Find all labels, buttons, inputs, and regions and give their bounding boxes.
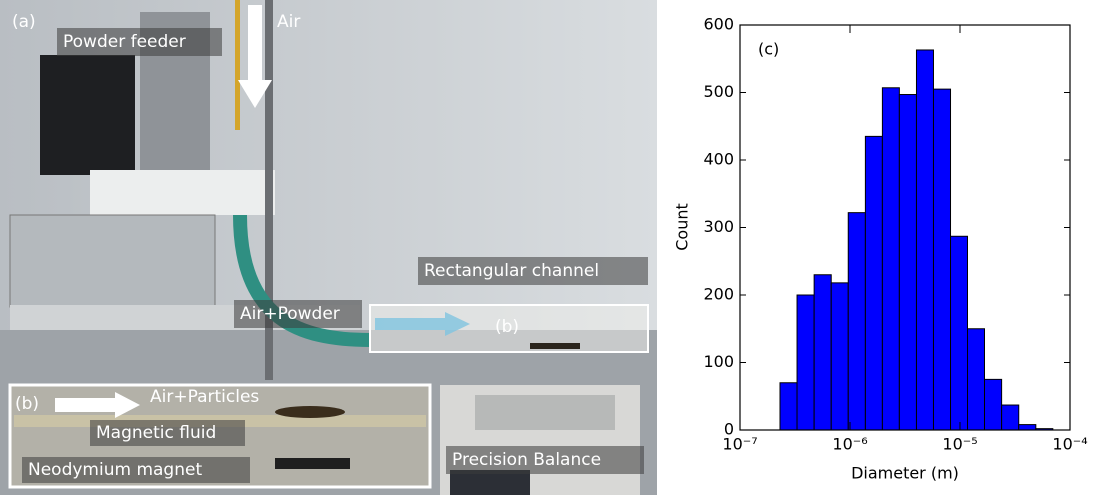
y-tick-label: 300 xyxy=(703,217,734,236)
label: Neodymium magnet xyxy=(28,460,202,480)
y-tick-label: 100 xyxy=(703,352,734,371)
bar xyxy=(865,136,882,430)
y-tick-label: 400 xyxy=(703,150,734,169)
inset-fluid xyxy=(275,406,345,418)
bar xyxy=(968,329,985,430)
bar xyxy=(797,295,814,430)
photo: (a) Powder feeder Air Rectangular channe… xyxy=(0,0,657,495)
air-line xyxy=(235,0,240,130)
label: Rectangular channel xyxy=(424,261,599,281)
label: Magnetic fluid xyxy=(96,423,216,443)
y-tick-label: 500 xyxy=(703,82,734,101)
bar xyxy=(1002,405,1019,430)
label: Air xyxy=(277,12,300,32)
bar xyxy=(848,213,865,430)
bar xyxy=(831,283,848,430)
panel-label: (a) xyxy=(12,12,36,32)
x-axis-label: Diameter (m) xyxy=(851,464,959,483)
balance-pan xyxy=(475,395,615,430)
feeder-plate xyxy=(90,170,275,215)
bar xyxy=(780,383,797,430)
figure: (a) Powder feeder Air Rectangular channe… xyxy=(0,0,1095,498)
page: (a) Powder feeder Air Rectangular channe… xyxy=(0,0,1095,502)
label: Air+Particles xyxy=(150,387,259,407)
bar xyxy=(984,379,1001,430)
bar xyxy=(882,88,899,430)
bar xyxy=(951,236,968,430)
inset-panel-label: (b) xyxy=(15,394,39,414)
y-tick-label: 600 xyxy=(703,15,734,34)
bar xyxy=(1019,425,1036,430)
x-tick-label: 10⁻⁷ xyxy=(722,435,757,454)
x-tick-label: 10⁻⁴ xyxy=(1052,435,1087,454)
bar xyxy=(916,50,933,430)
bar xyxy=(899,95,916,430)
y-tick-label: 200 xyxy=(703,285,734,304)
label: Precision Balance xyxy=(452,450,601,470)
label: (b) xyxy=(495,317,519,337)
x-tick-label: 10⁻⁵ xyxy=(942,435,977,454)
x-tick-label: 10⁻⁶ xyxy=(832,435,867,454)
deposit xyxy=(530,343,580,349)
bar xyxy=(933,89,950,430)
y-axis-label: Count xyxy=(673,203,692,251)
label: Powder feeder xyxy=(63,32,186,52)
label: Air+Powder xyxy=(240,304,340,324)
inset-magnet xyxy=(275,458,350,469)
panel-label: (c) xyxy=(758,40,779,59)
feeder-motor xyxy=(40,55,135,175)
frame-box xyxy=(10,215,215,307)
bar xyxy=(814,275,831,430)
histogram: (c) Diameter (m) Count 01002003004005006… xyxy=(673,15,1088,483)
